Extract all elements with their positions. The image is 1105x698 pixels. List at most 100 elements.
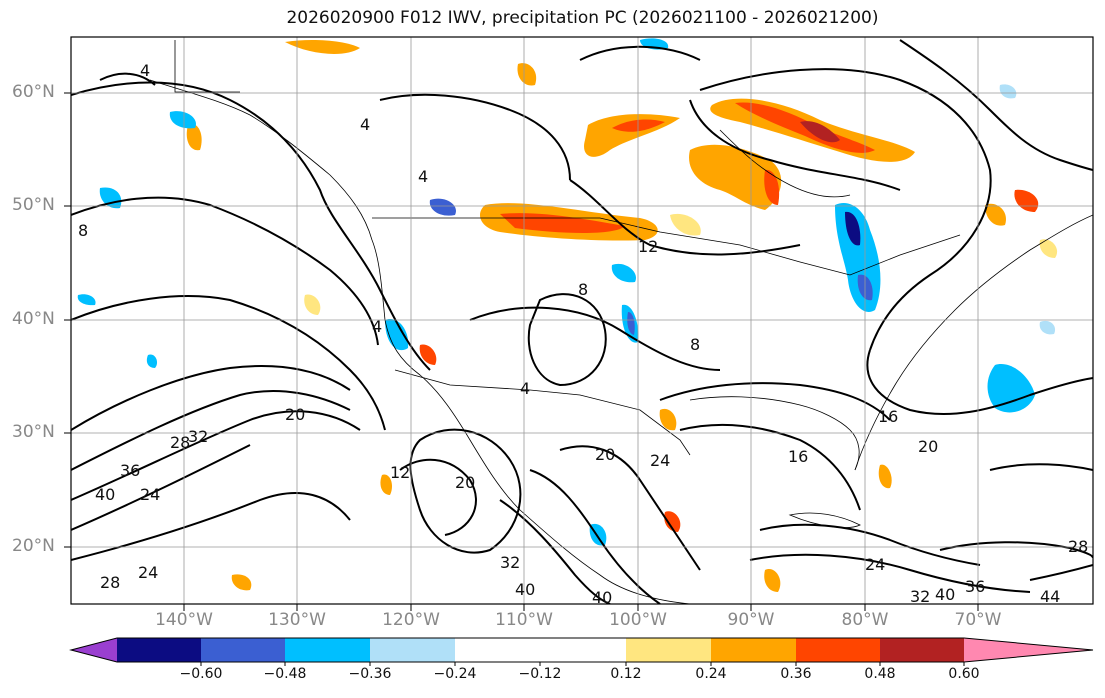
- lat-label-60n: 60°N: [12, 82, 55, 102]
- iwv-contour: [71, 492, 351, 561]
- colorbar-segment-4: [370, 638, 455, 662]
- precip-positive-blob: [304, 294, 321, 315]
- iwv-contour: [469, 306, 721, 371]
- iwv-contour: [71, 410, 361, 501]
- map-title: 2026020900 F012 IWV, precipitation PC (2…: [286, 8, 879, 28]
- precip-positive-blob: [878, 464, 892, 489]
- iwv-contour: [71, 196, 379, 346]
- precip-negative-blob: [169, 111, 196, 129]
- colorbar-segment-3: [285, 638, 370, 662]
- contour-label: 32: [500, 553, 520, 572]
- contour-label: 8: [690, 335, 700, 354]
- contour-label: 24: [865, 555, 885, 574]
- iwv-contour: [529, 469, 661, 604]
- iwv-contour: [699, 68, 992, 351]
- contour-label: 24: [138, 563, 158, 582]
- precip-positive-blob: [419, 344, 437, 365]
- contour-label: 16: [878, 407, 898, 426]
- precip-positive-blob: [612, 119, 665, 132]
- iwv-contour: [679, 423, 861, 511]
- iwv-contour: [559, 445, 701, 571]
- contour-label: 32: [910, 587, 930, 606]
- iwv-contour: [71, 295, 386, 431]
- contour-label: 4: [360, 115, 370, 134]
- precip-negative-blob: [99, 187, 122, 209]
- colorbar-segment-9: [796, 638, 880, 662]
- contour-label: 28: [170, 433, 190, 452]
- colorbar-segment-7: [626, 638, 711, 662]
- lat-label-40n: 40°N: [12, 309, 55, 329]
- colorbar-label: −0.48: [263, 666, 307, 682]
- contour-label-group: 4 4 4 8 12 8 4 4 8 20 12 20 20 24 24 16 …: [78, 61, 1088, 606]
- lon-label-140w: 140°W: [155, 610, 213, 630]
- precip-positive-blob: [985, 203, 1006, 226]
- contour-label: 24: [140, 485, 160, 504]
- contour-label: 20: [918, 437, 938, 456]
- contour-label: 40: [935, 585, 955, 604]
- iwv-contour: [99, 72, 156, 86]
- lon-label-120w: 120°W: [382, 610, 440, 630]
- precip-positive-blob: [285, 40, 360, 54]
- iwv-contour: [659, 382, 891, 421]
- precip-negative-blob: [987, 364, 1035, 413]
- precip-shading: [77, 38, 1058, 592]
- graticule: [71, 37, 1093, 604]
- contour-label: 4: [418, 167, 428, 186]
- precip-positive-blob: [659, 408, 677, 431]
- precip-negative-blob: [146, 354, 158, 368]
- contour-label: 16: [788, 447, 808, 466]
- iwv-contour: [1029, 564, 1093, 581]
- colorbar-segment-2: [201, 638, 285, 662]
- colorbar-outline: [69, 637, 1094, 663]
- precip-positive-blob: [689, 144, 782, 210]
- colorbar-label: −0.60: [179, 666, 223, 682]
- colorbar-segment-1: [117, 638, 201, 662]
- contour-label: 40: [515, 580, 535, 599]
- precip-negative-blob: [1039, 320, 1056, 335]
- colorbar-label: −0.36: [348, 666, 392, 682]
- lat-label-50n: 50°N: [12, 195, 55, 215]
- precip-positive-blob: [670, 213, 701, 236]
- precip-negative-blob: [845, 211, 861, 246]
- coastline-east: [854, 214, 1093, 471]
- lon-label-70w: 70°W: [954, 610, 1002, 630]
- lat-label-30n: 30°N: [12, 422, 55, 442]
- iwv-contour: [71, 444, 251, 531]
- iwv-contour: [899, 39, 1093, 171]
- contour-label: 4: [372, 317, 382, 336]
- contour-label: 12: [638, 237, 658, 256]
- lon-label-100w: 100°W: [609, 610, 667, 630]
- iwv-contour: [71, 81, 431, 371]
- colorbar-label: −0.12: [518, 666, 562, 682]
- iwv-contour: [939, 541, 1093, 559]
- coastline-west: [149, 79, 691, 604]
- precip-positive-blob: [800, 121, 840, 143]
- border-us-mexico: [394, 369, 691, 456]
- contour-label: 44: [1040, 587, 1060, 606]
- iwv-contours: [71, 39, 1093, 604]
- iwv-contour: [379, 93, 571, 181]
- precip-positive-blob: [517, 63, 537, 86]
- map-frame: [70, 36, 1094, 605]
- contour-label: 36: [965, 577, 985, 596]
- colorbar-label: 0.48: [864, 666, 896, 682]
- iwv-contour: [499, 499, 611, 604]
- border-alaska: [174, 40, 240, 93]
- lon-label-80w: 80°W: [841, 610, 889, 630]
- precip-positive-blob: [584, 114, 680, 157]
- contour-label: 28: [100, 573, 120, 592]
- contour-label: 28: [1068, 537, 1088, 556]
- contour-label: 20: [595, 445, 615, 464]
- precip-positive-blob: [664, 511, 681, 532]
- colorbar-label: 0.36: [780, 666, 812, 682]
- contour-label: 4: [140, 61, 150, 80]
- precip-negative-blob: [385, 319, 409, 351]
- contour-label: 32: [188, 427, 208, 446]
- border-us-canada: [372, 217, 961, 276]
- lon-label-90w: 90°W: [727, 610, 775, 630]
- precip-negative-blob: [77, 294, 96, 306]
- precip-negative-blob: [627, 312, 635, 335]
- precip-negative-blob: [429, 198, 456, 216]
- colorbar-label: 0.60: [948, 666, 980, 682]
- contour-label: 40: [95, 485, 115, 504]
